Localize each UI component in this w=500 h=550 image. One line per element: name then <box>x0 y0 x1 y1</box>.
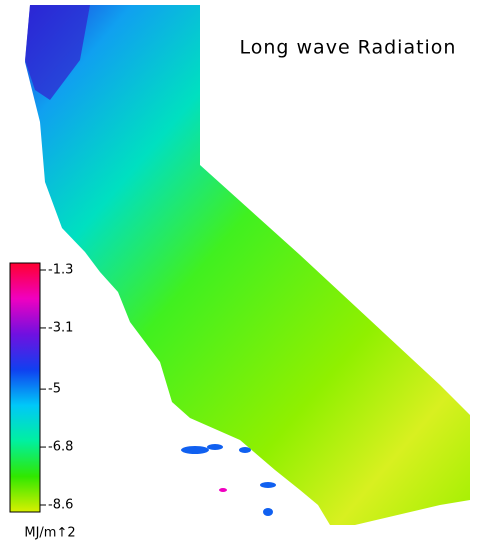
colorbar-tick-label: -5 <box>48 382 61 397</box>
colorbar <box>9 262 41 513</box>
north-coast <box>25 5 90 100</box>
colorbar-tick-label: -1.3 <box>48 263 73 278</box>
california <box>25 5 470 525</box>
islands <box>181 444 276 516</box>
colorbar-unit: MJ/m↑2 <box>24 526 75 541</box>
map-title: Long wave Radiation <box>240 37 457 59</box>
colorbar-tick-label: -3.1 <box>48 320 73 335</box>
colorbar-tick-label: -6.8 <box>48 440 73 455</box>
colorbar-tick-label: -8.6 <box>48 498 73 513</box>
